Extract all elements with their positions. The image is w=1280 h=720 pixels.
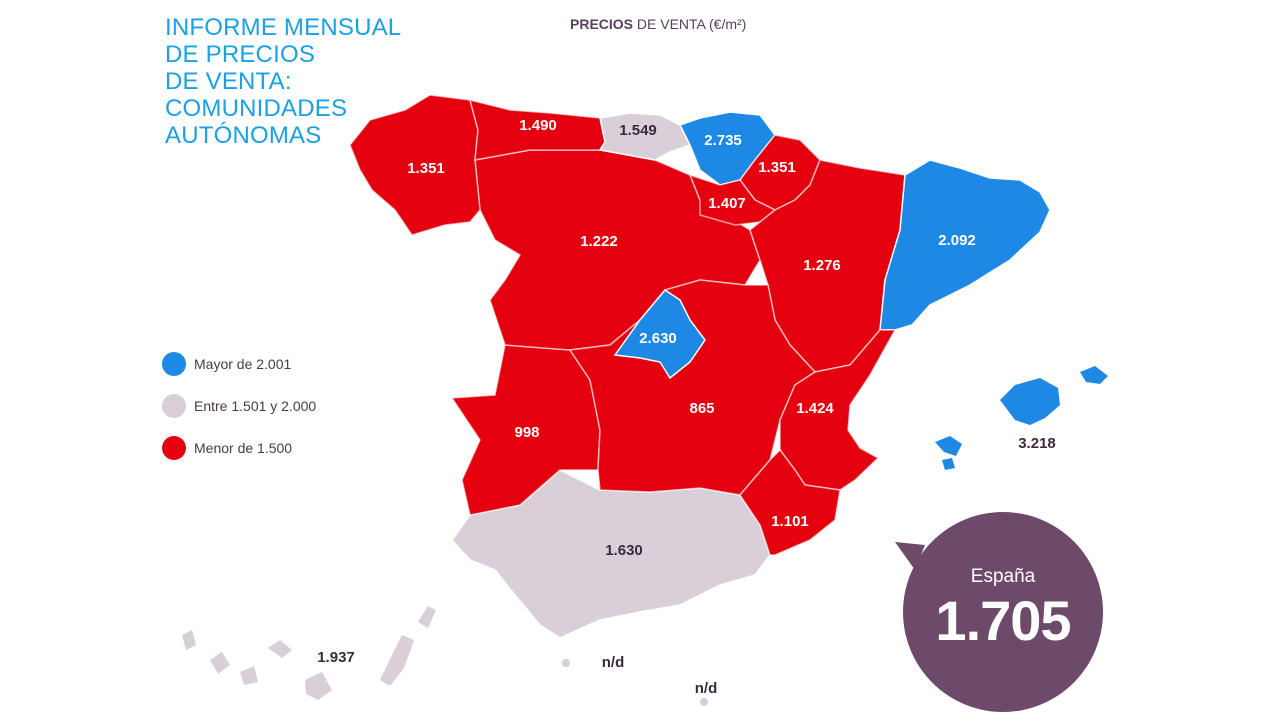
legend-swatch-high (162, 352, 186, 376)
title-line: AUTÓNOMAS (165, 122, 322, 149)
title-line: DE PRECIOS (165, 41, 316, 68)
title-line: COMUNIDADES (165, 95, 348, 122)
national-bubble (903, 512, 1103, 712)
map-title: INFORME MENSUAL DE PRECIOS DE VENTA: COM… (165, 14, 425, 149)
value-navarra: 1.351 (758, 159, 796, 176)
region-canarias-5[interactable] (305, 672, 332, 700)
legend-label-mid: Entre 1.501 y 2.000 (194, 398, 317, 414)
title-line: DE VENTA: (165, 68, 292, 95)
value-la-rioja: 1.407 (708, 195, 746, 212)
region-cataluna[interactable] (879, 159, 1051, 331)
subtitle-rest: DE VENTA (€/m²) (633, 16, 747, 32)
region-murcia[interactable] (739, 448, 841, 556)
region-madrid[interactable] (613, 289, 706, 380)
region-baleares-menorca[interactable] (1080, 366, 1108, 384)
legend-swatch-low (162, 436, 186, 460)
national-label: España (970, 566, 1036, 587)
national-bubble-pointer (895, 542, 925, 570)
map-subtitle: PRECIOS DE VENTA (€/m²) (570, 16, 746, 32)
region-canarias-2[interactable] (210, 652, 230, 674)
value-ceuta: n/d (602, 654, 625, 671)
value-madrid: 2.630 (639, 330, 677, 347)
value-extremadura: 998 (514, 424, 539, 441)
value-murcia: 1.101 (771, 513, 809, 530)
value-cataluna: 2.092 (938, 232, 976, 249)
legend-swatch-mid (162, 394, 186, 418)
value-aragon: 1.276 (803, 257, 841, 274)
region-canarias-4[interactable] (268, 640, 292, 658)
value-cantabria: 1.549 (619, 122, 657, 139)
region-canarias-6[interactable] (380, 635, 414, 686)
region-baleares-formentera[interactable] (942, 458, 955, 470)
value-canarias: 1.937 (317, 649, 355, 666)
value-castilla-leon: 1.222 (580, 233, 618, 250)
national-value: 1.705 (935, 589, 1071, 652)
value-valencia: 1.424 (796, 400, 834, 417)
region-galicia[interactable] (349, 94, 481, 236)
value-baleares: 3.218 (1018, 435, 1056, 452)
legend-label-low: Menor de 1.500 (194, 440, 293, 456)
region-baleares-ibiza[interactable] (935, 436, 962, 456)
region-baleares-mallorca[interactable] (1000, 378, 1060, 425)
value-galicia: 1.351 (407, 160, 445, 177)
region-cantabria[interactable] (598, 112, 692, 161)
subtitle-bold: PRECIOS (570, 16, 634, 32)
region-canarias-7[interactable] (418, 606, 436, 628)
region-ceuta[interactable] (562, 659, 570, 667)
title-line: INFORME MENSUAL (165, 14, 402, 41)
value-asturias: 1.490 (519, 117, 557, 134)
value-pais-vasco: 2.735 (704, 132, 742, 149)
region-canarias-3[interactable] (240, 666, 258, 685)
value-castilla-la-mancha: 865 (689, 400, 714, 417)
region-canarias-1[interactable] (182, 630, 196, 650)
value-melilla: n/d (695, 680, 718, 697)
region-melilla[interactable] (700, 698, 708, 706)
value-andalucia: 1.630 (605, 542, 643, 559)
legend-label-high: Mayor de 2.001 (194, 356, 292, 372)
